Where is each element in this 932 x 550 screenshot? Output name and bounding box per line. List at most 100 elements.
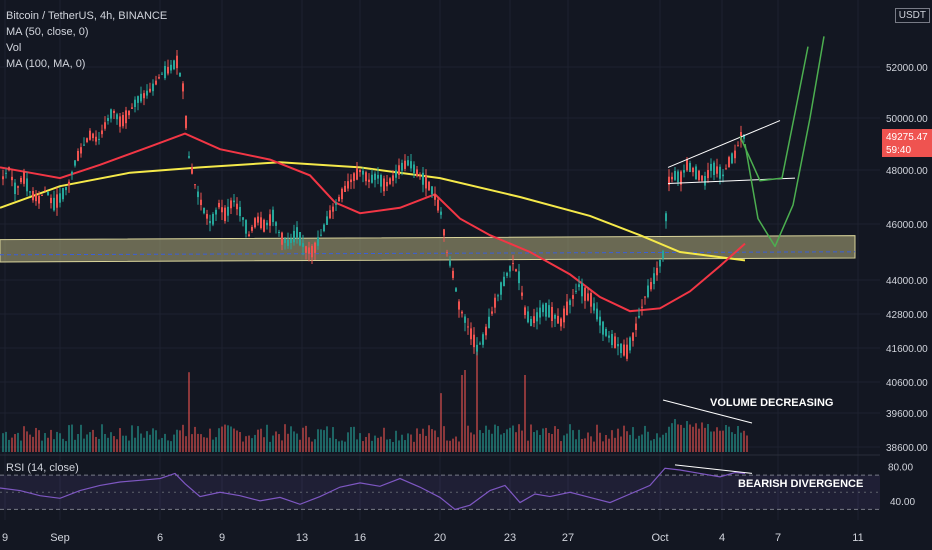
- candle-body: [230, 200, 232, 209]
- last-price-tag: 49275.47 59:40: [882, 129, 932, 157]
- symbol-title[interactable]: Bitcoin / TetherUS, 4h, BINANCE: [6, 10, 168, 22]
- candle-body: [554, 314, 556, 319]
- volume-bar: [632, 427, 634, 452]
- candle-body: [734, 150, 736, 159]
- candle-body: [116, 114, 118, 120]
- candle-body: [83, 144, 85, 146]
- volume-bar: [68, 425, 70, 452]
- volume-bar: [386, 439, 388, 452]
- candle-body: [317, 237, 319, 246]
- candle-body: [548, 305, 550, 318]
- volume-bar: [431, 429, 433, 452]
- time-tick-label: 23: [504, 532, 516, 544]
- volume-bar: [446, 440, 448, 452]
- candle-body: [17, 186, 19, 188]
- candle-body: [56, 194, 58, 208]
- candle-body: [170, 64, 172, 71]
- candle-body: [41, 194, 43, 196]
- candle-body: [197, 191, 199, 198]
- volume-bar: [587, 432, 589, 452]
- candle-body: [458, 301, 460, 310]
- volume-bar: [218, 428, 220, 452]
- volume-bar: [134, 437, 136, 452]
- currency-selector[interactable]: USDT: [894, 8, 930, 23]
- price-tick-label: 40600.00: [886, 378, 928, 389]
- bearish-divergence-annotation: BEARISH DIVERGENCE: [738, 478, 863, 490]
- candle-body: [683, 170, 685, 173]
- candle-body: [323, 224, 325, 232]
- volume-bar: [434, 430, 436, 452]
- volume-bar: [173, 434, 175, 452]
- candle-body: [164, 65, 166, 79]
- candle-body: [11, 176, 13, 181]
- time-axis[interactable]: 9 Sep 6 9 13 16 20 23 27 Oct 4 7 11: [0, 526, 932, 550]
- volume-bar: [326, 426, 328, 452]
- volume-bar: [179, 430, 181, 452]
- candle-body: [626, 344, 628, 359]
- volume-bar: [668, 426, 670, 452]
- volume-bar: [71, 424, 73, 452]
- candle-body: [482, 334, 484, 345]
- rsi-panel: [0, 464, 880, 511]
- candle-body: [731, 153, 733, 164]
- volume-bar: [206, 437, 208, 452]
- candle-body: [326, 216, 328, 225]
- candle-body: [509, 266, 511, 272]
- ma100-legend[interactable]: MA (100, MA, 0): [6, 58, 86, 70]
- volume-bar: [746, 435, 748, 452]
- candle-body: [245, 220, 247, 234]
- candle-body: [599, 316, 601, 326]
- candle-body: [59, 193, 61, 203]
- volume-bar: [527, 440, 529, 452]
- volume-bar: [212, 439, 214, 452]
- rsi-legend[interactable]: RSI (14, close): [6, 462, 79, 474]
- volume-bar: [272, 435, 274, 452]
- candle-body: [740, 132, 742, 141]
- time-tick-label: 20: [434, 532, 446, 544]
- volume-bar: [296, 433, 298, 452]
- price-tick-label: 41600.00: [886, 344, 928, 355]
- support-zone-band: [0, 235, 856, 263]
- volume-bar: [539, 434, 541, 452]
- candle-body: [431, 186, 433, 195]
- candle-body: [635, 323, 637, 330]
- volume-bar: [14, 434, 16, 452]
- volume-bar: [443, 426, 445, 452]
- candle-body: [410, 161, 412, 169]
- volume-bar: [275, 431, 277, 452]
- volume-bar: [725, 424, 727, 452]
- volume-bar: [338, 441, 340, 452]
- candle-body: [644, 296, 646, 298]
- volume-bar: [236, 430, 238, 452]
- volume-bar: [707, 424, 709, 452]
- candle-body: [566, 301, 568, 316]
- volume-bar: [374, 435, 376, 452]
- countdown-value: 59:40: [886, 145, 911, 156]
- volume-bar: [503, 433, 505, 452]
- candle-body: [536, 312, 538, 322]
- price-axis[interactable]: 52000.00 50000.00 48000.00 46000.00 44000.00…: [880, 0, 932, 550]
- time-tick-label: 13: [296, 532, 308, 544]
- volume-bar: [638, 435, 640, 452]
- volume-bar: [146, 431, 148, 452]
- candle-body: [200, 199, 202, 206]
- volume-bar: [422, 428, 424, 452]
- volume-bar: [26, 431, 28, 452]
- vol-legend[interactable]: Vol: [6, 42, 22, 54]
- volume-bar: [56, 431, 58, 452]
- candle-body: [362, 170, 364, 175]
- projection-path-0: [739, 46, 809, 182]
- candle-body: [377, 174, 379, 179]
- volume-bar: [407, 433, 409, 452]
- candle-body: [470, 328, 472, 340]
- volume-bar: [104, 433, 106, 452]
- volume-bar: [248, 435, 250, 452]
- candle-body: [125, 110, 127, 124]
- ma50-legend[interactable]: MA (50, close, 0): [6, 26, 89, 38]
- last-price-value: 49275.47: [886, 132, 928, 143]
- candle-body: [194, 184, 196, 186]
- volume-bar: [284, 424, 286, 452]
- volume-bar: [257, 429, 259, 452]
- volume-bar: [440, 393, 442, 452]
